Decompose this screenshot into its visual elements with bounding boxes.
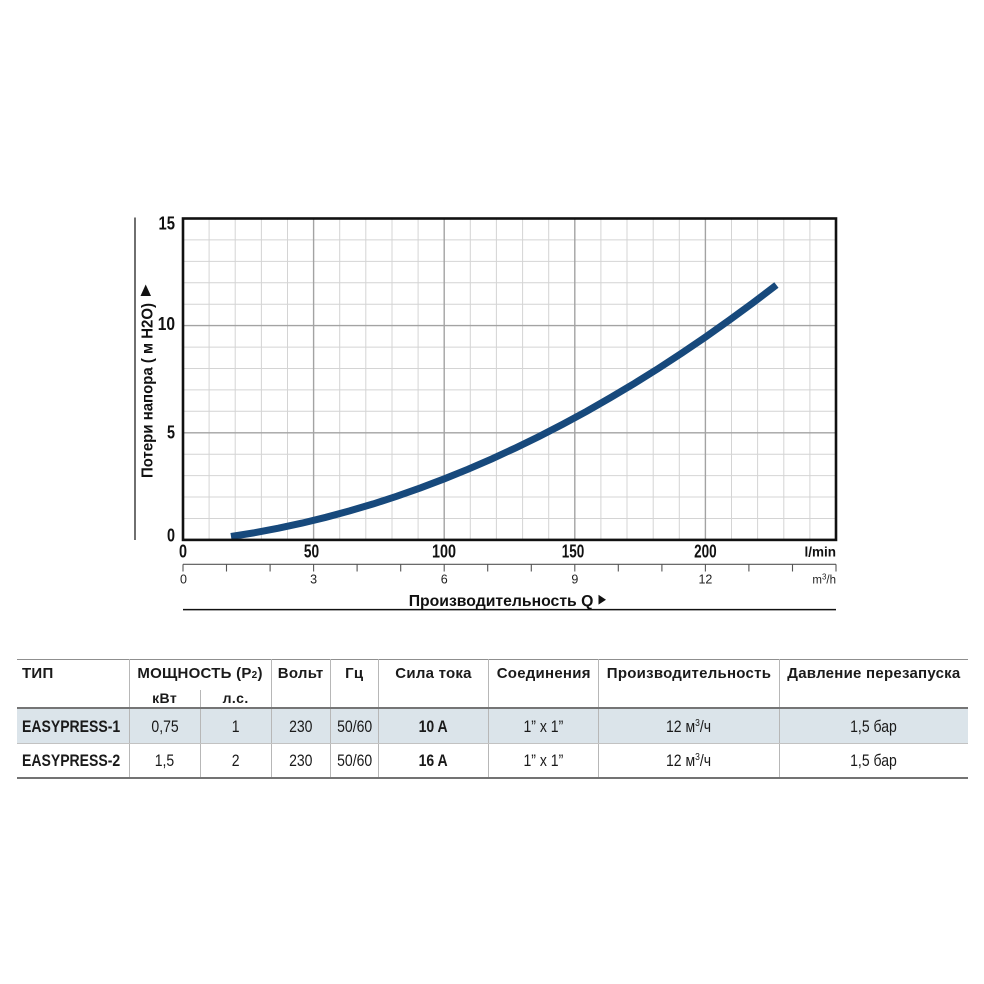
- svg-text:l/min: l/min: [804, 545, 836, 560]
- svg-text:0: 0: [179, 542, 187, 562]
- svg-text:10: 10: [158, 314, 175, 334]
- svg-text:9: 9: [571, 573, 578, 587]
- svg-text:15: 15: [159, 214, 176, 234]
- svg-text:50: 50: [304, 542, 319, 562]
- svg-text:3: 3: [310, 573, 317, 587]
- svg-text:Производительность Q: Производительность Q: [409, 593, 594, 610]
- svg-text:150: 150: [562, 542, 585, 562]
- svg-text:Потери напора ( м H2O): Потери напора ( м H2O): [140, 303, 157, 478]
- svg-text:0: 0: [180, 573, 187, 587]
- svg-text:12: 12: [698, 573, 712, 587]
- svg-text:5: 5: [167, 422, 175, 442]
- svg-text:6: 6: [441, 573, 448, 587]
- svg-text:m3/h: m3/h: [812, 573, 836, 587]
- svg-text:100: 100: [432, 542, 456, 562]
- svg-text:200: 200: [694, 542, 717, 562]
- svg-text:0: 0: [167, 526, 175, 546]
